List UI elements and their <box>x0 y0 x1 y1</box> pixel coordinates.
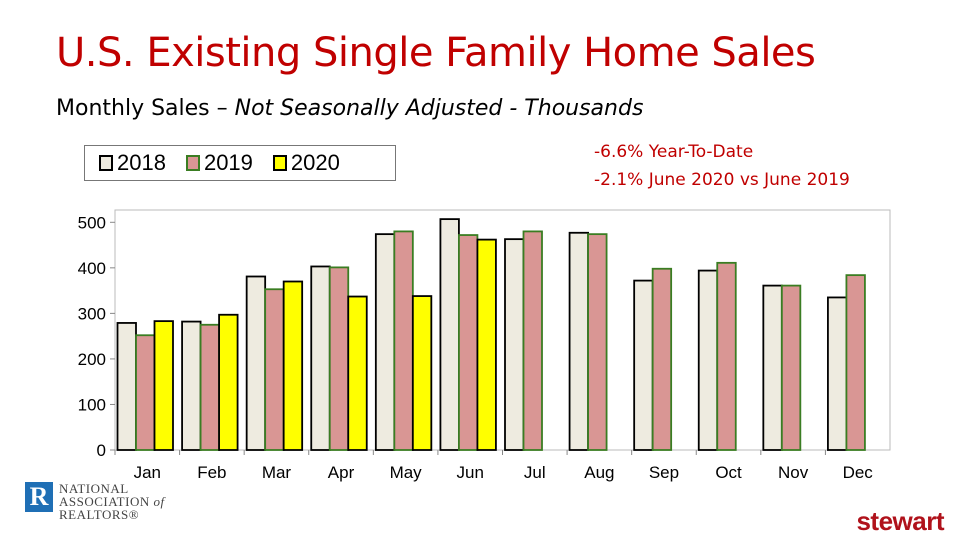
stewart-logo: stewart <box>856 506 944 536</box>
nar-logo: R NATIONAL ASSOCIATION of REALTORS® <box>25 482 165 521</box>
bar-2019-Feb <box>199 323 220 451</box>
legend-item: 2020 <box>272 150 340 176</box>
bar-2018-Jul <box>504 238 525 451</box>
bar-2018-May <box>374 233 396 451</box>
x-tick-label: Aug <box>584 463 614 482</box>
bar-2019-May <box>393 230 414 451</box>
bar-2019-Nov <box>780 284 802 451</box>
x-tick-label: Dec <box>843 463 874 482</box>
page-title: U.S. Existing Single Family Home Sales <box>56 30 816 76</box>
bar-2019-Jul <box>522 230 543 451</box>
bar-2020-Feb <box>218 313 239 451</box>
bar-2020-Jun <box>476 238 497 451</box>
bar-2018-Aug <box>568 231 589 451</box>
y-tick-label: 0 <box>97 441 106 460</box>
y-tick-label: 100 <box>78 395 106 414</box>
x-tick-label: May <box>390 463 423 482</box>
bar-2018-Dec <box>827 296 848 451</box>
x-tick-label: Feb <box>197 463 226 482</box>
bar-2019-Dec <box>845 274 866 451</box>
subtitle-italic: Not Seasonally Adjusted - Thousands <box>234 96 644 121</box>
legend-label: 2020 <box>290 150 340 175</box>
x-tick-label: Jan <box>134 463 161 482</box>
x-tick-label: Mar <box>262 463 292 482</box>
bar-2018-Oct <box>697 269 719 451</box>
x-tick-label: Jun <box>456 463 483 482</box>
bar-2018-Jan <box>116 322 137 451</box>
annotation-june: -2.1% June 2020 vs June 2019 <box>594 170 850 190</box>
y-tick-label: 400 <box>78 259 106 278</box>
bar-2018-Mar <box>245 275 267 451</box>
legend-label: 2019 <box>203 150 253 175</box>
legend-item: 2019 <box>185 150 253 176</box>
x-tick-label: Nov <box>778 463 809 482</box>
bar-2018-Feb <box>181 320 202 451</box>
bar-2020-May <box>411 295 433 451</box>
bar-2019-Aug <box>587 233 608 451</box>
legend-label: 2018 <box>117 150 166 175</box>
bar-2019-Apr <box>328 266 350 451</box>
y-tick-label: 200 <box>78 350 106 369</box>
x-tick-label: Oct <box>715 463 742 482</box>
legend-swatch <box>99 155 113 171</box>
subtitle-plain: Monthly Sales – <box>56 96 235 121</box>
x-tick-label: Apr <box>328 463 355 482</box>
legend: 2018 2019 2020 <box>84 145 396 181</box>
bar-2018-Sep <box>633 279 654 451</box>
bar-2020-Mar <box>282 280 304 451</box>
bar-2019-Jan <box>135 334 156 451</box>
bar-2019-Sep <box>651 267 673 451</box>
legend-item: 2018 <box>99 150 166 176</box>
y-tick-label: 500 <box>78 213 106 232</box>
x-tick-label: Sep <box>649 463 679 482</box>
bar-2018-Apr <box>310 265 331 451</box>
annotation-ytd: -6.6% Year-To-Date <box>594 142 754 162</box>
x-tick-label: Jul <box>524 463 546 482</box>
bar-2018-Jun <box>439 218 460 451</box>
y-tick-label: 300 <box>78 304 106 323</box>
bar-2019-Oct <box>716 261 737 451</box>
legend-swatch <box>272 155 287 171</box>
bar-2020-Apr <box>347 295 368 451</box>
subtitle: Monthly Sales – Not Seasonally Adjusted … <box>56 96 643 121</box>
bar-2020-Jan <box>153 320 174 451</box>
bar-2019-Mar <box>264 288 285 451</box>
legend-swatch <box>185 155 200 171</box>
bar-2018-Nov <box>762 284 783 451</box>
bar-2019-Jun <box>458 234 479 451</box>
